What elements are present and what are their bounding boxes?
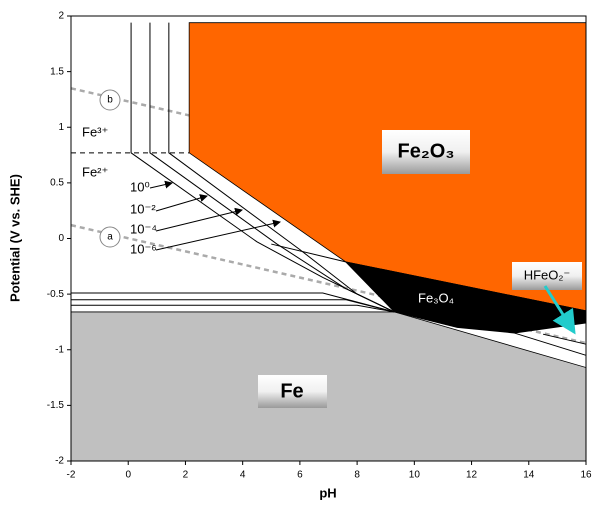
x-tick-label: 2 <box>183 470 189 481</box>
x-tick-label: 4 <box>240 470 246 481</box>
boundary-line <box>271 243 346 263</box>
y-tick-label: -1 <box>55 344 64 355</box>
x-tick-label: 10 <box>409 470 421 481</box>
label-box <box>382 130 470 174</box>
annotation: Fe²⁺ <box>82 164 108 179</box>
region-label: Fe₂O₃ <box>397 140 454 162</box>
x-tick-label: 14 <box>523 470 535 481</box>
boundary-line <box>168 22 395 313</box>
annotation: 10⁻² <box>130 201 156 216</box>
x-tick-label: -2 <box>67 470 76 481</box>
arrow <box>543 285 576 335</box>
annotation: HFeO₂⁻ <box>524 267 571 282</box>
boundary-line <box>70 223 587 345</box>
annotation: a <box>107 232 113 243</box>
annotation: 10⁻⁶ <box>130 241 157 256</box>
y-tick-label: -0.5 <box>47 289 65 300</box>
y-axis-title: Potential (V vs. SHE) <box>7 174 22 302</box>
label-box <box>258 375 327 408</box>
region-label: Fe <box>280 380 303 402</box>
annotation: b <box>107 95 113 106</box>
arrow <box>149 180 173 189</box>
arrow <box>155 194 208 212</box>
x-tick-label: 6 <box>297 470 303 481</box>
y-tick-label: 1.5 <box>50 66 64 77</box>
annotation: 10⁻⁴ <box>130 221 157 236</box>
marker-circle <box>99 89 121 111</box>
x-tick-label: 8 <box>354 470 360 481</box>
marker-circle <box>99 226 121 248</box>
boundary-line <box>542 333 587 345</box>
arrow <box>155 207 243 232</box>
x-axis-title: pH <box>319 485 336 500</box>
region <box>70 311 587 462</box>
annotation: Fe³⁺ <box>82 124 108 139</box>
boundary-line <box>514 332 587 356</box>
y-tick-label: -1.5 <box>47 400 65 411</box>
y-tick-label: 0 <box>58 233 64 244</box>
y-tick-label: -2 <box>55 456 64 467</box>
arrow <box>155 219 281 251</box>
x-tick-label: 0 <box>125 470 131 481</box>
y-tick-label: 2 <box>58 11 64 22</box>
x-tick-label: 16 <box>580 470 592 481</box>
y-tick-label: 0.5 <box>50 178 64 189</box>
annotation: 10⁰ <box>130 179 150 194</box>
y-tick-label: 1 <box>58 122 64 133</box>
boundary-line <box>71 304 395 313</box>
label-box <box>512 262 582 290</box>
boundary-line <box>71 299 395 313</box>
boundary-line <box>71 292 395 313</box>
x-tick-label: 12 <box>466 470 478 481</box>
region-label: Fe₃O₄ <box>418 290 454 305</box>
